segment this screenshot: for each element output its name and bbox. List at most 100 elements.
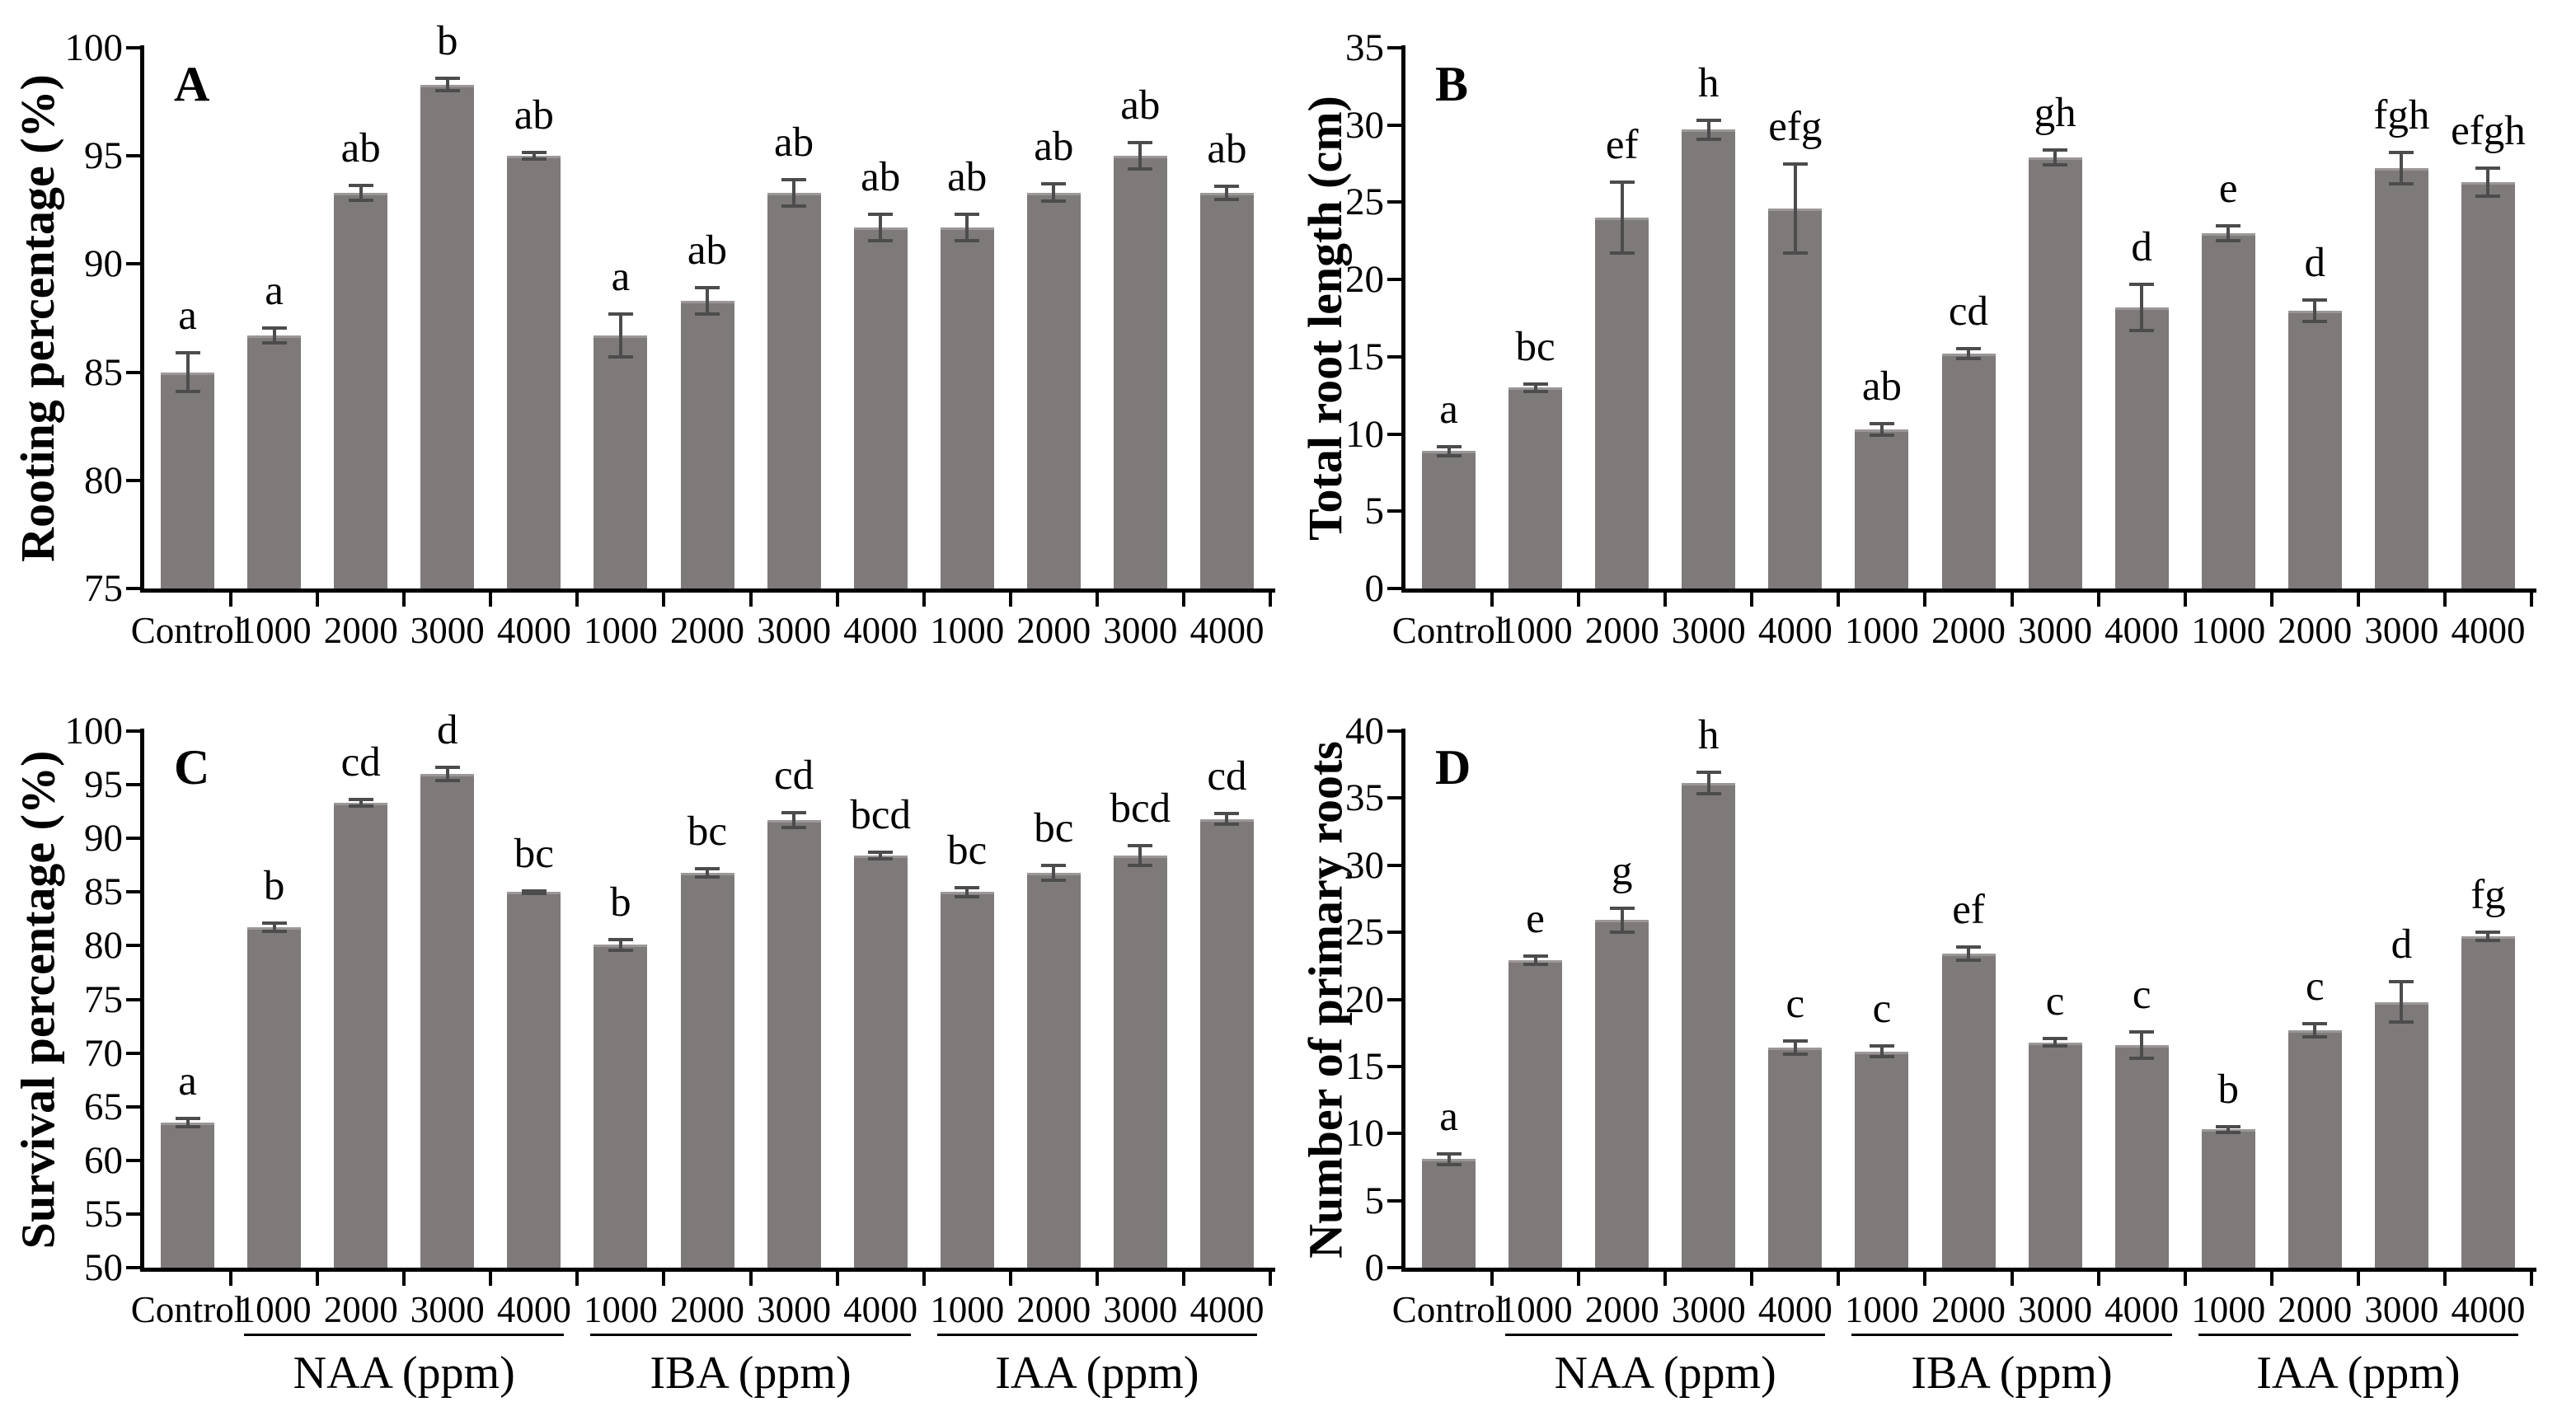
error-bar-cap-top <box>1782 162 1808 166</box>
y-tick-label: 0 <box>1364 1246 1385 1289</box>
significance-letter: b <box>2217 1067 2239 1114</box>
bar <box>853 227 908 588</box>
x-tick-label: 1000 <box>2191 1289 2266 1330</box>
error-bar-line <box>1879 1046 1884 1057</box>
significance-letter: h <box>1698 60 1720 107</box>
bar <box>1113 856 1167 1268</box>
y-tick-mark <box>1387 278 1401 282</box>
error-bar-cap-bottom <box>781 204 807 208</box>
bar <box>2114 307 2169 588</box>
error-bar-cap-top <box>2475 166 2501 171</box>
bar <box>2114 1044 2169 1268</box>
group-label: NAA (ppm) <box>293 1348 515 1399</box>
y-tick-label: 30 <box>1345 843 1384 887</box>
y-tick-mark <box>126 1266 140 1269</box>
error-bar-line <box>1967 947 1970 961</box>
x-tick-label: 4000 <box>843 610 918 651</box>
bar <box>507 892 561 1268</box>
group-label: IAA (ppm) <box>2256 1348 2461 1399</box>
y-tick-mark <box>1387 123 1401 127</box>
significance-letter: gh <box>2034 89 2076 136</box>
y-tick-label: 40 <box>1345 710 1384 753</box>
error-bar-cap-top <box>261 326 287 330</box>
x-tick-label: 2000 <box>2278 1289 2353 1330</box>
error-bar-cap-top <box>955 886 980 890</box>
error-bar-cap-bottom <box>1696 137 1721 141</box>
error-bar-cap-bottom <box>1041 878 1067 882</box>
error-bar-cap-bottom <box>2043 1044 2068 1048</box>
x-tick-mark <box>2096 1272 2100 1286</box>
bar <box>767 820 821 1268</box>
error-bar-cap-top <box>175 1117 200 1121</box>
group-label: IBA (ppm) <box>1911 1348 2113 1399</box>
x-tick-mark <box>1181 593 1185 607</box>
error-bar-cap-top <box>1696 119 1721 123</box>
error-bar-line <box>1138 846 1143 865</box>
x-tick-mark <box>1923 1272 1927 1286</box>
x-tick-mark <box>229 593 233 607</box>
x-tick-label: 3000 <box>410 1289 485 1330</box>
error-bar-cap-top <box>1214 812 1240 816</box>
error-bar-cap-top <box>1869 422 1894 426</box>
error-bar-cap-bottom <box>2302 319 2328 323</box>
group-label: IBA (ppm) <box>650 1348 852 1399</box>
x-tick-label: 1000 <box>1844 610 1919 651</box>
y-tick-label: 20 <box>1345 978 1384 1021</box>
y-tick-label: 30 <box>1345 103 1384 147</box>
significance-letter: fgh <box>2373 92 2430 139</box>
significance-letter: d <box>2391 921 2413 968</box>
x-tick-mark <box>748 1272 753 1286</box>
error-bar-cap-bottom <box>434 89 460 93</box>
x-tick-mark <box>1269 1272 1272 1286</box>
significance-letter: cd <box>1207 753 1247 800</box>
x-tick-mark <box>402 1272 406 1286</box>
significance-letter: a <box>178 292 197 339</box>
significance-letter: ab <box>514 92 554 139</box>
significance-letter: a <box>1439 386 1458 433</box>
y-tick-mark <box>1387 432 1401 436</box>
x-axis-line <box>1401 588 2536 593</box>
x-axis-line <box>140 588 1275 593</box>
bar <box>1941 954 1996 1268</box>
error-bar-cap-top <box>1523 954 1548 959</box>
x-tick-label: 4000 <box>2104 610 2180 651</box>
panel-b-total-root-length: 0 5 10 15 20 25 30 35 a Control bc 1000 ef 2000 h 3000 e… <box>1288 0 2575 708</box>
error-bar-cap-top <box>434 766 460 770</box>
bar <box>1509 387 1563 588</box>
bar <box>1422 451 1476 588</box>
bar <box>940 892 994 1268</box>
bar <box>594 335 648 588</box>
x-tick-label: 3000 <box>2364 610 2439 651</box>
error-bar-cap-bottom <box>2389 1020 2414 1024</box>
error-bar-line <box>706 868 709 878</box>
x-tick-mark <box>1181 1272 1185 1286</box>
significance-letter: c <box>1785 980 1805 1027</box>
error-bar-line <box>1138 143 1143 169</box>
error-bar-cap-bottom <box>781 826 807 830</box>
bar <box>1199 192 1254 588</box>
significance-letter: d <box>437 707 458 754</box>
x-tick-mark <box>1923 593 1927 607</box>
error-bar-line <box>1533 956 1537 965</box>
error-bar-cap-bottom <box>261 341 287 345</box>
x-tick-mark <box>2356 1272 2360 1286</box>
error-bar-cap-bottom <box>695 312 720 316</box>
x-tick-label: 1000 <box>930 1289 1005 1330</box>
y-tick-mark <box>1387 200 1401 204</box>
error-bar-cap-bottom <box>1782 251 1808 256</box>
error-bar-cap-bottom <box>2043 163 2068 167</box>
bar <box>420 774 475 1268</box>
x-tick-mark <box>835 593 839 607</box>
y-tick-label: 5 <box>1364 490 1385 533</box>
error-bar-line <box>792 812 796 828</box>
y-tick-label: 60 <box>84 1138 123 1182</box>
y-tick-mark <box>126 587 140 590</box>
x-tick-mark <box>316 1272 320 1286</box>
significance-letter: c <box>2305 963 2325 1010</box>
group-underline <box>2198 1334 2518 1336</box>
y-tick-mark <box>1387 729 1401 733</box>
significance-letter: c <box>2045 978 2065 1024</box>
significance-letter: ab <box>1861 363 1902 410</box>
significance-letter: fg <box>2470 872 2506 919</box>
bar <box>1941 354 1996 588</box>
